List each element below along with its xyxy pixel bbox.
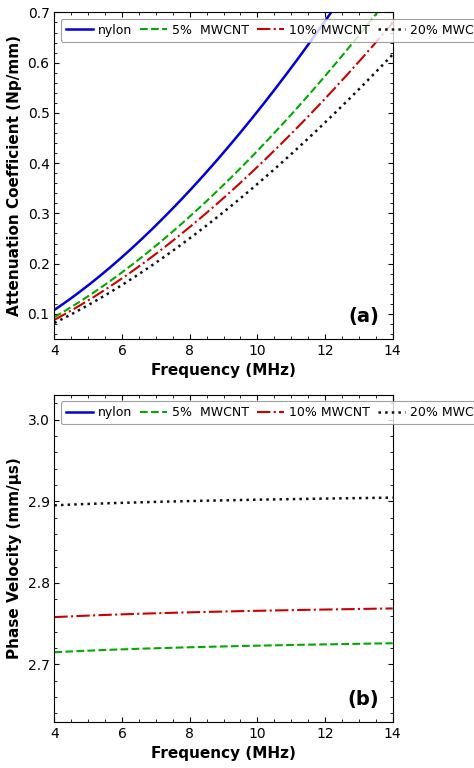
20% MWCNT <box>390 50 395 59</box>
nylon <box>114 257 120 266</box>
10% MWCNT <box>361 51 366 61</box>
5%  MWCNT <box>114 645 120 654</box>
10% MWCNT <box>373 604 379 614</box>
Legend: nylon, 5%  MWCNT, 10% MWCNT, 20% MWCNT: nylon, 5% MWCNT, 10% MWCNT, 20% MWCNT <box>61 402 474 425</box>
5%  MWCNT <box>390 639 395 648</box>
20% MWCNT <box>361 493 366 502</box>
nylon <box>65 740 71 750</box>
Line: 10% MWCNT: 10% MWCNT <box>55 23 392 319</box>
20% MWCNT <box>142 266 147 275</box>
Line: 20% MWCNT: 20% MWCNT <box>55 498 392 505</box>
20% MWCNT <box>142 498 147 507</box>
20% MWCNT <box>52 501 57 510</box>
5%  MWCNT <box>361 639 366 648</box>
10% MWCNT <box>114 610 120 619</box>
Text: (b): (b) <box>347 690 379 709</box>
Line: 5%  MWCNT: 5% MWCNT <box>55 644 392 652</box>
20% MWCNT <box>373 68 379 77</box>
20% MWCNT <box>373 493 379 502</box>
Text: (a): (a) <box>348 307 379 326</box>
nylon <box>142 232 147 241</box>
Y-axis label: Phase Velocity (mm/μs): Phase Velocity (mm/μs) <box>7 458 22 659</box>
5%  MWCNT <box>142 644 147 654</box>
10% MWCNT <box>390 604 395 613</box>
X-axis label: Frequency (MHz): Frequency (MHz) <box>151 363 296 379</box>
5%  MWCNT <box>52 313 57 322</box>
10% MWCNT <box>373 38 379 48</box>
Line: 10% MWCNT: 10% MWCNT <box>55 608 392 617</box>
Line: 20% MWCNT: 20% MWCNT <box>55 55 392 323</box>
X-axis label: Frequency (MHz): Frequency (MHz) <box>151 746 296 761</box>
Line: nylon: nylon <box>55 735 392 746</box>
5%  MWCNT <box>52 647 57 657</box>
5%  MWCNT <box>373 10 379 19</box>
5%  MWCNT <box>65 304 71 313</box>
10% MWCNT <box>52 315 57 324</box>
nylon <box>52 742 57 751</box>
Line: nylon: nylon <box>55 0 392 310</box>
10% MWCNT <box>390 18 395 28</box>
10% MWCNT <box>52 613 57 622</box>
5%  MWCNT <box>72 300 78 310</box>
10% MWCNT <box>72 611 78 621</box>
10% MWCNT <box>72 304 78 313</box>
Y-axis label: Attenuation Coefficient (Np/mm): Attenuation Coefficient (Np/mm) <box>7 35 22 316</box>
Legend: nylon, 5%  MWCNT, 10% MWCNT, 20% MWCNT: nylon, 5% MWCNT, 10% MWCNT, 20% MWCNT <box>61 18 474 41</box>
20% MWCNT <box>72 308 78 317</box>
20% MWCNT <box>114 498 120 508</box>
10% MWCNT <box>142 258 147 267</box>
20% MWCNT <box>52 318 57 327</box>
nylon <box>373 730 379 740</box>
20% MWCNT <box>390 493 395 502</box>
nylon <box>390 730 395 740</box>
nylon <box>361 731 366 740</box>
5%  MWCNT <box>72 647 78 656</box>
5%  MWCNT <box>361 25 366 34</box>
Line: 5%  MWCNT: 5% MWCNT <box>55 0 392 317</box>
20% MWCNT <box>65 312 71 321</box>
10% MWCNT <box>361 604 366 614</box>
nylon <box>65 296 71 305</box>
5%  MWCNT <box>114 271 120 280</box>
20% MWCNT <box>65 500 71 509</box>
10% MWCNT <box>65 308 71 317</box>
10% MWCNT <box>114 277 120 286</box>
5%  MWCNT <box>65 647 71 656</box>
20% MWCNT <box>114 283 120 293</box>
10% MWCNT <box>142 609 147 618</box>
nylon <box>72 291 78 300</box>
20% MWCNT <box>72 500 78 509</box>
5%  MWCNT <box>142 250 147 260</box>
20% MWCNT <box>361 80 366 89</box>
nylon <box>72 740 78 750</box>
nylon <box>114 738 120 747</box>
nylon <box>142 737 147 746</box>
10% MWCNT <box>65 612 71 621</box>
5%  MWCNT <box>373 639 379 648</box>
nylon <box>52 306 57 315</box>
